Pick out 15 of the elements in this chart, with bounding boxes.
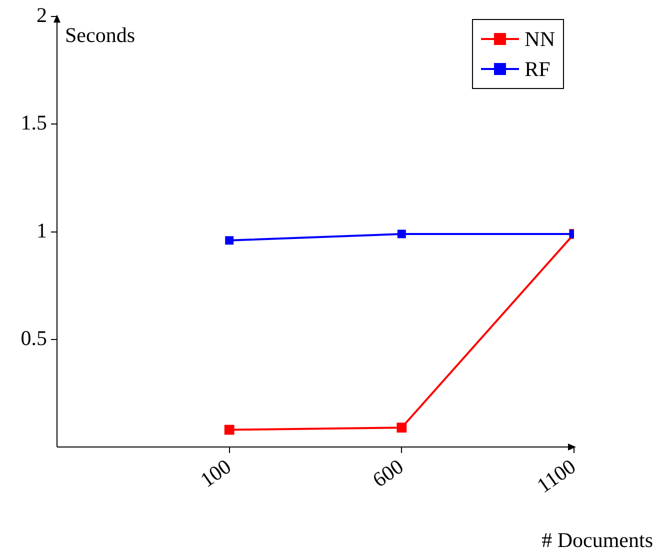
point xyxy=(225,236,234,245)
x-tick-label: 600 xyxy=(368,454,408,492)
y-tick-label: 2 xyxy=(36,3,47,28)
point xyxy=(224,424,234,435)
legend-label: RF xyxy=(524,56,550,82)
x-axis-title: # Documents xyxy=(542,528,653,553)
x-tick-label: 100 xyxy=(196,454,236,492)
y-tick-label: 1.5 xyxy=(20,110,47,135)
y-tick-label: 1 xyxy=(36,218,47,242)
legend-label: NN xyxy=(524,26,555,52)
point xyxy=(396,422,407,433)
y-axis-title: Seconds xyxy=(65,23,135,48)
y-tick-label: 0.5 xyxy=(20,326,47,350)
x-tick-label: 1100 xyxy=(532,454,580,498)
point xyxy=(397,230,406,238)
